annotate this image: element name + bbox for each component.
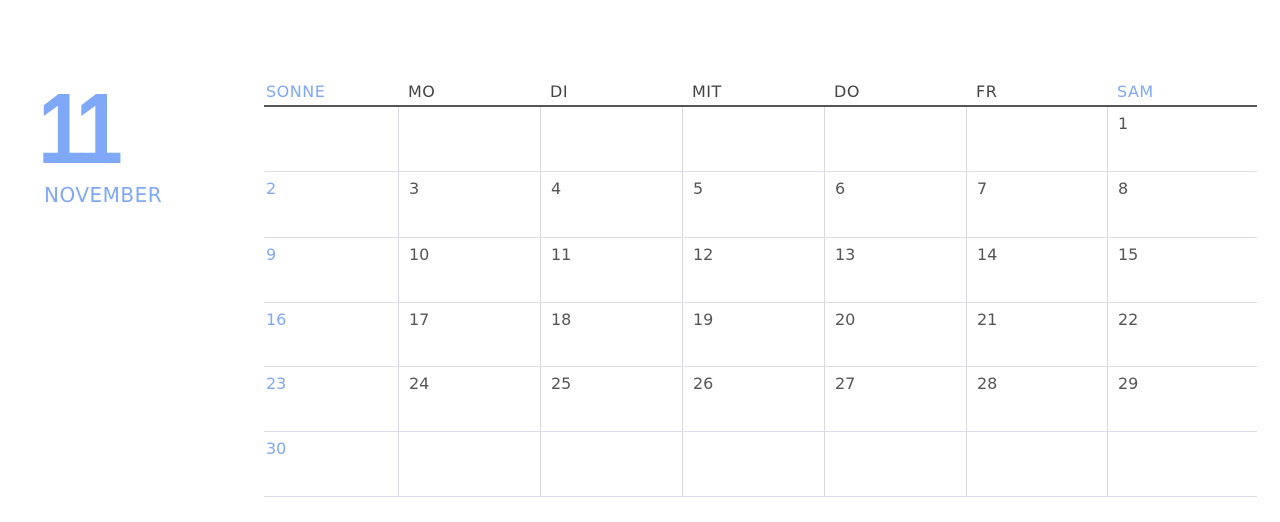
weekday-header: FR — [976, 82, 998, 101]
day-cell[interactable]: 23 — [266, 374, 287, 393]
day-cell[interactable]: 4 — [551, 179, 562, 198]
day-cell[interactable]: 1 — [1118, 114, 1129, 133]
header-divider — [264, 105, 1257, 107]
row-divider — [264, 302, 1257, 303]
row-divider — [264, 171, 1257, 172]
day-cell[interactable]: 11 — [551, 245, 572, 264]
row-divider — [264, 237, 1257, 238]
day-cell[interactable]: 7 — [977, 179, 988, 198]
column-divider — [682, 107, 683, 496]
day-cell[interactable]: 3 — [409, 179, 420, 198]
day-cell[interactable]: 21 — [977, 310, 998, 329]
day-cell[interactable]: 28 — [977, 374, 998, 393]
weekday-header: SONNE — [266, 82, 326, 101]
row-divider — [264, 431, 1257, 432]
column-divider — [398, 107, 399, 496]
column-divider — [966, 107, 967, 496]
month-number: 11 — [38, 73, 123, 185]
weekday-header: DO — [834, 82, 860, 101]
weekday-header: MO — [408, 82, 436, 101]
day-cell[interactable]: 29 — [1118, 374, 1139, 393]
day-cell[interactable]: 19 — [693, 310, 714, 329]
day-cell[interactable]: 14 — [977, 245, 998, 264]
day-cell[interactable]: 25 — [551, 374, 572, 393]
day-cell[interactable]: 12 — [693, 245, 714, 264]
day-cell[interactable]: 5 — [693, 179, 704, 198]
day-cell[interactable]: 26 — [693, 374, 714, 393]
weekday-header: SAM — [1117, 82, 1154, 101]
day-cell[interactable]: 15 — [1118, 245, 1139, 264]
row-divider — [264, 496, 1257, 497]
column-divider — [1107, 107, 1108, 496]
month-name: NOVEMBER — [44, 183, 163, 207]
day-cell[interactable]: 18 — [551, 310, 572, 329]
weekday-header: DI — [550, 82, 569, 101]
day-cell[interactable]: 30 — [266, 439, 287, 458]
day-cell[interactable]: 6 — [835, 179, 846, 198]
day-cell[interactable]: 8 — [1118, 179, 1129, 198]
day-cell[interactable]: 2 — [266, 179, 277, 198]
column-divider — [824, 107, 825, 496]
day-cell[interactable]: 24 — [409, 374, 430, 393]
day-cell[interactable]: 16 — [266, 310, 287, 329]
weekday-header: MIT — [692, 82, 722, 101]
row-divider — [264, 366, 1257, 367]
day-cell[interactable]: 17 — [409, 310, 430, 329]
column-divider — [540, 107, 541, 496]
day-cell[interactable]: 10 — [409, 245, 430, 264]
day-cell[interactable]: 22 — [1118, 310, 1139, 329]
day-cell[interactable]: 9 — [266, 245, 277, 264]
day-cell[interactable]: 27 — [835, 374, 856, 393]
day-cell[interactable]: 20 — [835, 310, 856, 329]
day-cell[interactable]: 13 — [835, 245, 856, 264]
